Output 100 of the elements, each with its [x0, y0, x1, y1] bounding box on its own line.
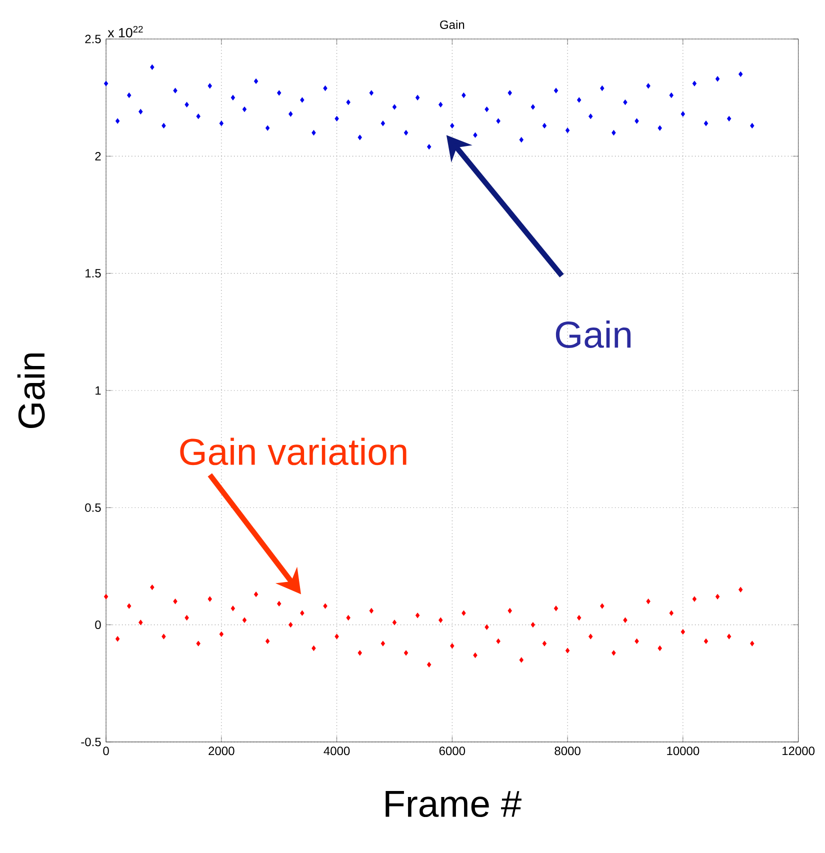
x-tick-label: 2000: [208, 746, 234, 756]
point: [196, 640, 200, 646]
point: [138, 620, 143, 626]
point: [415, 94, 420, 100]
point: [334, 116, 339, 122]
point: [265, 638, 270, 644]
point: [104, 80, 108, 86]
annotation: Gain variation: [180, 438, 406, 466]
point: [623, 617, 628, 623]
point: [126, 603, 132, 609]
point: [173, 598, 178, 604]
point: [415, 612, 420, 618]
point: [334, 634, 339, 640]
x-tick-label: 10000: [667, 746, 699, 756]
point: [265, 125, 270, 131]
point: [276, 90, 282, 96]
point: [646, 598, 650, 604]
point: [208, 596, 212, 602]
point: [184, 615, 189, 620]
point: [404, 650, 408, 656]
point: [530, 104, 535, 110]
y-tick-label: 1: [95, 386, 101, 395]
point: [461, 610, 466, 616]
point: [554, 606, 558, 612]
point: [450, 123, 454, 128]
point: [208, 83, 212, 89]
x-tick-label: 6000: [439, 746, 465, 756]
point: [196, 114, 200, 120]
point: [150, 584, 154, 590]
point: [542, 640, 546, 646]
point: [588, 634, 593, 640]
point: [704, 120, 708, 126]
point: [680, 629, 685, 634]
point: [438, 617, 443, 623]
point: [288, 111, 293, 117]
point: [323, 603, 328, 609]
point: [346, 100, 350, 105]
point: [726, 116, 731, 122]
y-tick-label: 0.5: [84, 503, 101, 512]
point: [576, 615, 581, 620]
point: [692, 80, 696, 86]
point: [230, 94, 235, 100]
point: [219, 632, 224, 637]
point: [184, 102, 189, 108]
y-tick-label: 0: [94, 620, 101, 630]
point: [126, 92, 132, 98]
point: [300, 97, 304, 103]
point: [576, 97, 581, 103]
y-tick-label: -0.5: [81, 738, 101, 746]
point: [658, 125, 662, 131]
point: [346, 615, 350, 620]
point: [461, 92, 466, 98]
point: [115, 636, 120, 642]
x-tick-label: 4000: [324, 746, 350, 756]
point: [473, 132, 478, 138]
point: [426, 662, 432, 668]
point: [715, 76, 720, 82]
point: [611, 130, 616, 136]
point: [565, 128, 570, 134]
point: [611, 650, 616, 656]
y-axis-title: Gain: [17, 353, 45, 428]
point: [508, 608, 512, 614]
point: [600, 86, 604, 91]
point: [704, 638, 708, 644]
point: [750, 640, 754, 646]
point: [173, 88, 178, 94]
y-tick-label: 2: [95, 152, 101, 160]
annotation: Gain: [556, 320, 630, 348]
point: [726, 634, 731, 640]
point: [404, 130, 408, 136]
point: [254, 592, 258, 598]
point: [392, 620, 396, 626]
x-tick-label: 12000: [782, 746, 814, 756]
point: [669, 610, 674, 616]
point: [358, 650, 362, 656]
point: [738, 71, 743, 77]
point: [658, 646, 662, 651]
point: [150, 64, 154, 70]
point: [311, 646, 316, 651]
point: [484, 624, 489, 630]
point: [519, 657, 524, 663]
point: [104, 594, 108, 600]
point: [692, 596, 696, 602]
point: [276, 601, 282, 606]
text: x 10$^{22}$: [108, 26, 143, 38]
point: [242, 617, 246, 623]
point: [646, 83, 650, 89]
point: [369, 90, 374, 96]
point: [358, 134, 362, 140]
point: [162, 123, 166, 128]
x-tick-label: 0: [103, 746, 109, 756]
point: [115, 118, 120, 124]
point: [300, 610, 304, 616]
point: [219, 120, 224, 126]
point: [473, 652, 478, 658]
x-axis-title: Frame #: [386, 791, 522, 818]
point: [542, 123, 546, 128]
point: [600, 603, 604, 609]
point: [554, 88, 558, 94]
point: [450, 643, 454, 649]
